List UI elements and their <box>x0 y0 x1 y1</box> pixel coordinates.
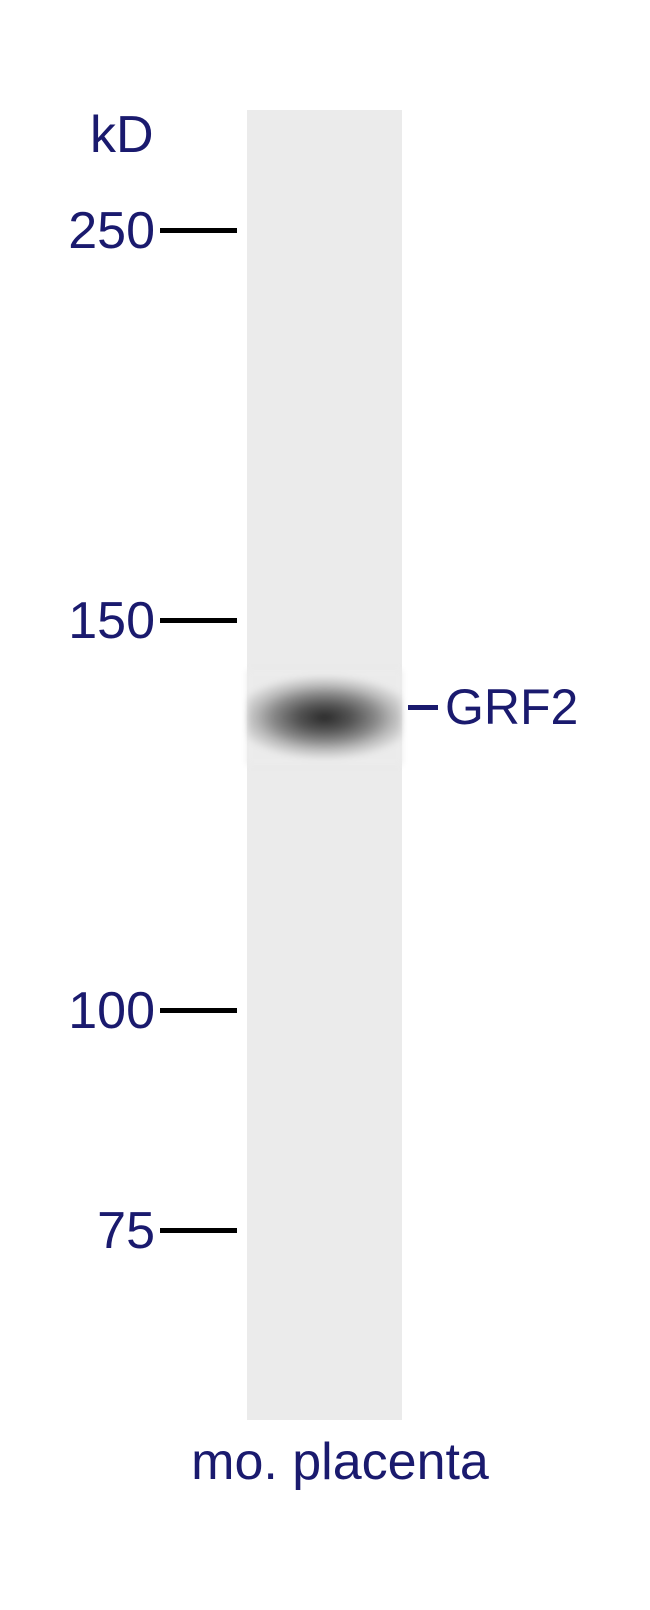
sample-label: mo. placenta <box>160 1432 520 1492</box>
protein-band-grf2 <box>247 670 402 765</box>
marker-tick-150 <box>160 618 237 623</box>
western-blot-figure: kD 250 150 100 75 GRF2 mo. placenta <box>0 0 650 1610</box>
marker-label-100: 100 <box>68 981 155 1041</box>
marker-tick-75 <box>160 1228 237 1233</box>
marker-label-250: 250 <box>68 201 155 261</box>
marker-label-150: 150 <box>68 591 155 651</box>
band-tick <box>408 705 438 710</box>
blot-lane <box>247 110 402 1420</box>
band-label: GRF2 <box>445 678 578 736</box>
unit-label: kD <box>90 105 154 165</box>
marker-tick-100 <box>160 1008 237 1013</box>
marker-label-75: 75 <box>97 1201 155 1261</box>
marker-tick-250 <box>160 228 237 233</box>
